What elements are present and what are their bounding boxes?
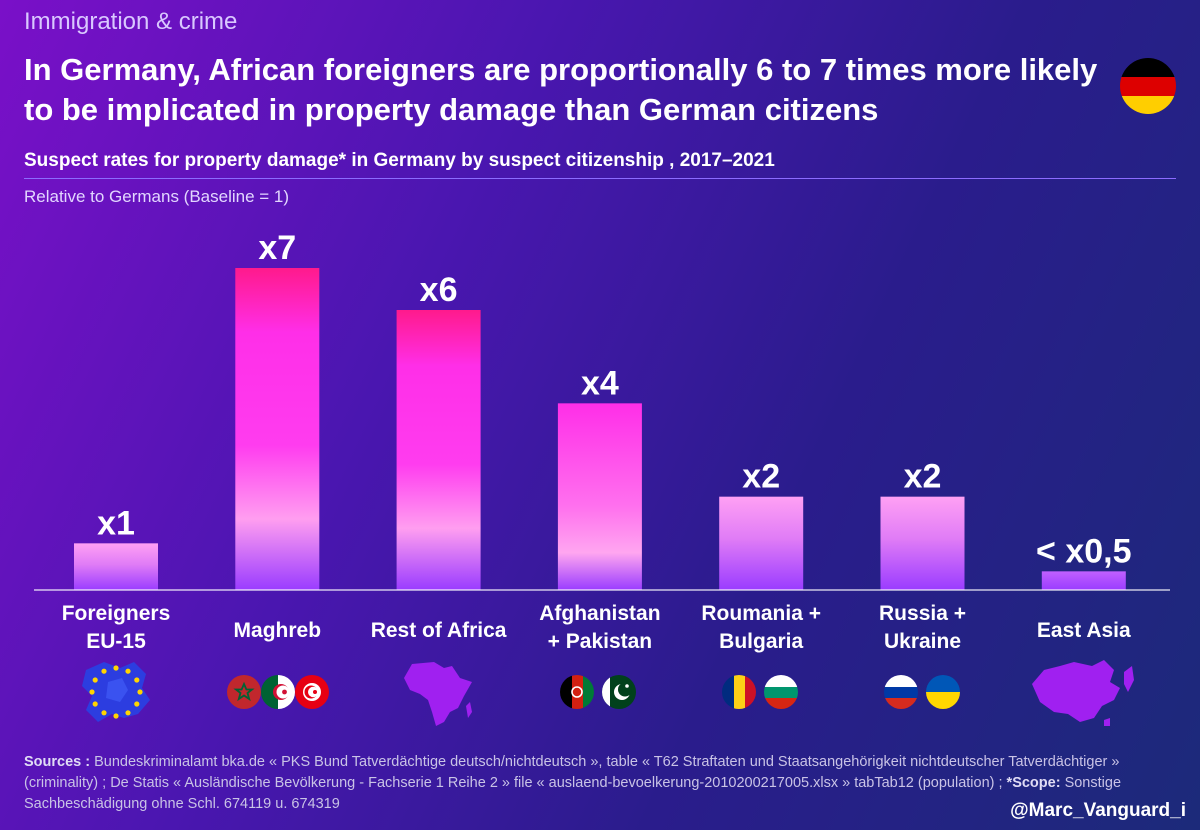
maghreb-flags-icon (227, 675, 329, 709)
category-label-5-line-1: Roumania + (701, 602, 821, 625)
category-label-3-line-1: Rest of Africa (371, 619, 507, 642)
category-label-1-line-2: EU-15 (86, 630, 146, 653)
russia-ukraine-flags-icon (884, 675, 960, 709)
scope-label: *Scope: (1006, 775, 1061, 791)
pakistan-flag-icon (602, 675, 636, 709)
romania-flag-icon (722, 675, 756, 709)
ukraine-flag-icon (926, 675, 960, 709)
category-label-6-line-1: Russia + (879, 602, 966, 625)
afghanistan-flag-icon (560, 675, 594, 709)
data-label-4: x4 (581, 364, 619, 402)
bar-2 (235, 268, 320, 590)
africa-map-icon (404, 662, 472, 726)
bulgaria-flag-icon (764, 675, 798, 709)
eu-map-icon (82, 662, 150, 722)
data-label-6: x2 (904, 458, 942, 496)
category-label: Immigration & crime (24, 8, 238, 35)
data-label-5: x2 (742, 458, 780, 496)
category-label-2-line-1: Maghreb (234, 619, 322, 642)
data-label-2: x7 (258, 229, 296, 267)
scope-text: Sonstige Sachbeschädigung ohne Schl. 674… (24, 775, 1122, 812)
chart-subtitle: Relative to Germans (Baseline = 1) (24, 187, 290, 206)
data-label-7: < x0,5 (1036, 532, 1131, 570)
afghanistan-pakistan-flags-icon (560, 675, 636, 709)
sources-label: Sources : (24, 754, 91, 770)
data-label-3: x6 (420, 271, 458, 309)
bar-4 (557, 403, 642, 590)
title-rule (24, 178, 1176, 179)
chart-title: Suspect rates for property damage* in Ge… (24, 150, 775, 171)
page-title: In Germany, African foreigners are propo… (24, 52, 1098, 127)
russia-flag-icon (884, 675, 918, 709)
bar-7 (1041, 571, 1126, 590)
category-label-6-line-2: Ukraine (884, 630, 961, 653)
bar-chart: x1 x7 x6 x4 x2 x2 < x0,5 Foreigners EU-15 Maghre… (62, 229, 1134, 726)
morocco-flag-icon (227, 675, 261, 709)
sources-text: Bundeskriminalamt bka.de « PKS Bund Tatv… (24, 754, 1120, 791)
category-label-7-line-1: East Asia (1037, 619, 1131, 642)
category-label-4-line-2: + Pakistan (548, 630, 652, 653)
romania-bulgaria-flags-icon (722, 675, 798, 709)
bar-1 (74, 543, 158, 590)
germany-flag-icon (1120, 58, 1176, 114)
east-asia-map-icon (1032, 660, 1134, 726)
data-label-1: x1 (97, 504, 135, 542)
sources-note: Sources : Bundeskriminalamt bka.de « PKS… (24, 752, 1174, 815)
bar-3 (396, 310, 481, 590)
author-handle: @Marc_Vanguard_i (1010, 800, 1186, 821)
bar-6 (880, 496, 965, 590)
category-label-4-line-1: Afghanistan (539, 602, 660, 625)
category-label-1-line-1: Foreigners (62, 602, 171, 625)
bar-5 (719, 496, 804, 590)
algeria-flag-icon (261, 675, 295, 709)
category-label-5-line-2: Bulgaria (719, 630, 803, 653)
tunisia-flag-icon (295, 675, 329, 709)
